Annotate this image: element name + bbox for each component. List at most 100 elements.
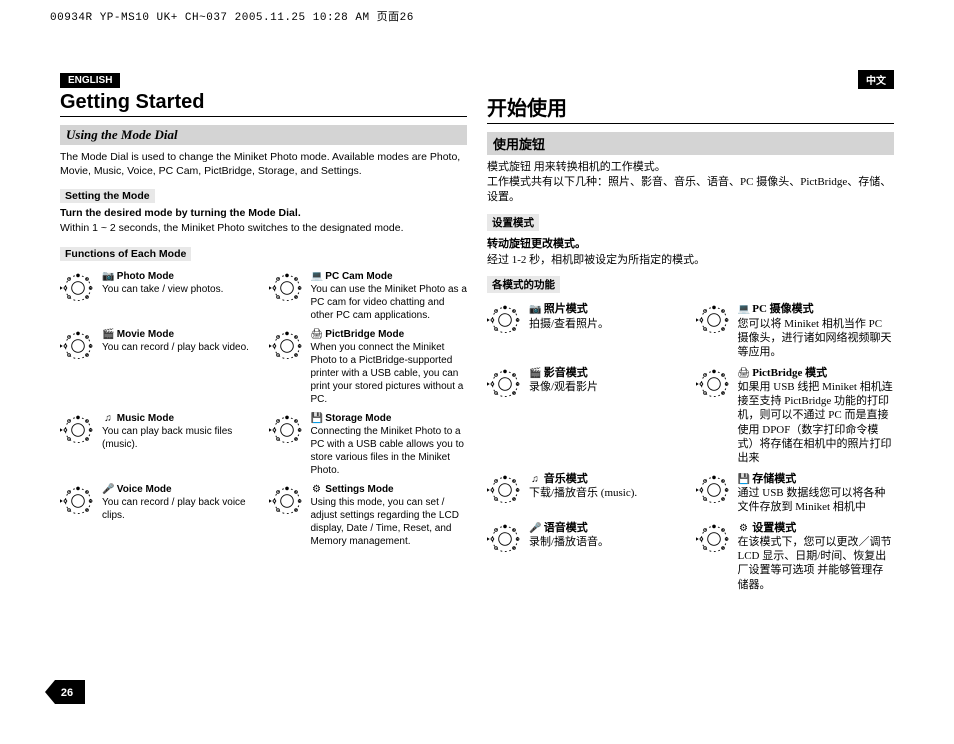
section-header-cn: 使用旋钮: [487, 132, 894, 155]
mode-item: 📷 Photo Mode You can take / view photos.: [60, 270, 259, 322]
mode-text: 📷 Photo Mode You can take / view photos.: [102, 270, 259, 296]
mode-dial-icon: [696, 472, 732, 513]
intro-en: The Mode Dial is used to change the Mini…: [60, 150, 467, 178]
mode-dial-icon: [269, 412, 305, 453]
mode-name: Storage Mode: [325, 413, 391, 424]
subheader-setting-en: Setting the Mode: [60, 189, 155, 203]
mode-glyph-icon: ♫: [102, 412, 114, 425]
mode-desc: You can record / play back voice clips.: [102, 497, 246, 521]
mode-desc: You can record / play back video.: [102, 342, 249, 353]
mode-item: ♫ Music ModeYou can play back music file…: [60, 412, 259, 477]
mode-desc: 拍摄/查看照片。: [529, 318, 609, 330]
mode-text: 💾 存储模式通过 USB 数据线您可以将各种文件存放到 Miniket 相机中: [738, 472, 895, 515]
mode-dial-icon: [60, 483, 96, 524]
mode-desc: 在该模式下，您可以更改／调节 LCD 显示、日期/时间、恢复出厂设置等可选项 并…: [738, 536, 892, 591]
mode-item: 🖨 PictBridge 模式如果用 USB 线把 Miniket 相机连接至支…: [696, 366, 895, 466]
intro-cn: 模式旋钮 用来转换相机的工作模式。 工作模式共有以下几种：照片、影音、音乐、语音…: [487, 160, 894, 205]
mode-name: 存储模式: [752, 473, 796, 485]
mode-text: 🖨 PictBridge 模式如果用 USB 线把 Miniket 相机连接至支…: [738, 366, 895, 466]
mode-glyph-icon: 📷: [102, 270, 114, 283]
lang-tag-cn: 中文: [858, 70, 894, 89]
mode-dial-icon: [60, 270, 96, 311]
lang-tag-en: ENGLISH: [60, 73, 120, 88]
modes-grid-en: 📷 Photo Mode You can take / view photos. 💻…: [60, 270, 467, 548]
mode-dial-icon: [269, 483, 305, 524]
mode-name: 照片模式: [544, 303, 588, 315]
mode-item: ⚙ 设置模式在该模式下，您可以更改／调节 LCD 显示、日期/时间、恢复出厂设置…: [696, 521, 895, 592]
mode-item: 🎬 影音模式录像/观看影片: [487, 366, 686, 466]
mode-desc: When you connect the Miniket Photo to a …: [311, 342, 464, 405]
mode-glyph-icon: ♫: [529, 473, 541, 486]
mode-text: 📷 照片模式拍摄/查看照片。: [529, 302, 686, 331]
mode-glyph-icon: 🎤: [529, 522, 541, 535]
bold-instruction-en: Turn the desired mode by turning the Mod…: [60, 207, 467, 219]
subheader-setting-cn: 设置模式: [487, 214, 539, 231]
subheader-functions-en: Functions of Each Mode: [60, 247, 191, 261]
mode-text: 🎬 影音模式录像/观看影片: [529, 366, 686, 395]
mode-dial-icon: [487, 302, 523, 343]
mode-name: PC 摄像模式: [752, 303, 813, 315]
mode-item: 🖨 PictBridge Mode When you connect the Mi…: [269, 328, 468, 406]
mode-glyph-icon: ⚙: [311, 483, 323, 496]
mode-name: Photo Mode: [117, 271, 174, 282]
mode-name: PC Cam Mode: [325, 271, 392, 282]
chinese-column: 中文 开始使用 使用旋钮 模式旋钮 用来转换相机的工作模式。 工作模式共有以下几…: [487, 70, 894, 714]
mode-item: 💾 Storage Mode Connecting the Miniket Pho…: [269, 412, 468, 477]
mode-name: PictBridge 模式: [752, 367, 827, 379]
modes-grid-cn: 📷 照片模式拍摄/查看照片。 💻 PC 摄像模式您可以将 Miniket 相机当作…: [487, 302, 894, 592]
title-cn: 开始使用: [487, 92, 894, 124]
mode-glyph-icon: 📷: [529, 303, 541, 316]
body-text-cn: 经过 1-2 秒，相机即被设定为所指定的模式。: [487, 253, 894, 268]
mode-desc: 下载/播放音乐 (music).: [529, 487, 637, 499]
mode-name: 影音模式: [544, 367, 588, 379]
mode-desc: 如果用 USB 线把 Miniket 相机连接至支持 PictBridge 功能…: [738, 381, 893, 464]
mode-dial-icon: [269, 270, 305, 311]
mode-name: Music Mode: [117, 413, 174, 424]
mode-desc: Using this mode, you can set / adjust se…: [311, 497, 459, 547]
mode-glyph-icon: 🎤: [102, 483, 114, 496]
mode-dial-icon: [60, 328, 96, 369]
mode-dial-icon: [487, 521, 523, 562]
mode-dial-icon: [269, 328, 305, 369]
mode-name: Voice Mode: [117, 484, 172, 495]
mode-item: ♫ 音乐模式下载/播放音乐 (music).: [487, 472, 686, 515]
mode-dial-icon: [696, 521, 732, 562]
mode-glyph-icon: 💾: [311, 412, 323, 425]
mode-text: 🎬 Movie ModeYou can record / play back v…: [102, 328, 259, 354]
mode-text: ♫ 音乐模式下载/播放音乐 (music).: [529, 472, 686, 501]
mode-item: 🎤 语音模式录制/播放语音。: [487, 521, 686, 592]
mode-desc: 您可以将 Miniket 相机当作 PC 摄像头，进行诸如网络视频聊天等应用。: [738, 318, 892, 359]
subheader-functions-cn: 各模式的功能: [487, 276, 560, 293]
mode-glyph-icon: 💾: [738, 473, 750, 486]
body-text-en: Within 1 ~ 2 seconds, the Miniket Photo …: [60, 221, 467, 235]
mode-dial-icon: [487, 472, 523, 513]
mode-text: 💻 PC Cam Mode You can use the Miniket Pho…: [311, 270, 468, 322]
mode-desc: Connecting the Miniket Photo to a PC wit…: [311, 426, 464, 476]
svg-text:26: 26: [61, 687, 73, 699]
mode-text: 🎤 语音模式录制/播放语音。: [529, 521, 686, 550]
mode-item: ⚙ Settings Mode Using this mode, you can …: [269, 483, 468, 548]
mode-dial-icon: [60, 412, 96, 453]
mode-desc: You can take / view photos.: [102, 284, 223, 295]
mode-dial-icon: [696, 366, 732, 407]
header-code: 00934R YP-MS10 UK+ CH~037 2005.11.25 10:…: [50, 8, 414, 24]
mode-text: ⚙ Settings Mode Using this mode, you can …: [311, 483, 468, 548]
mode-glyph-icon: 💻: [738, 303, 750, 316]
mode-name: PictBridge Mode: [325, 329, 404, 340]
mode-desc: 录像/观看影片: [529, 381, 598, 393]
mode-glyph-icon: 💻: [311, 270, 323, 283]
mode-name: 音乐模式: [544, 473, 588, 485]
mode-item: 🎤 Voice Mode You can record / play back v…: [60, 483, 259, 548]
mode-name: Settings Mode: [325, 484, 393, 495]
title-en: Getting Started: [60, 91, 467, 117]
english-column: ENGLISH Getting Started Using the Mode D…: [60, 70, 467, 714]
mode-desc: 录制/播放语音。: [529, 536, 609, 548]
mode-item: 💻 PC 摄像模式您可以将 Miniket 相机当作 PC 摄像头，进行诸如网络…: [696, 302, 895, 359]
mode-text: 🎤 Voice Mode You can record / play back v…: [102, 483, 259, 522]
mode-text: 🖨 PictBridge Mode When you connect the Mi…: [311, 328, 468, 406]
mode-desc: You can use the Miniket Photo as a PC ca…: [311, 284, 467, 321]
mode-name: 语音模式: [544, 522, 588, 534]
mode-name: Movie Mode: [117, 329, 174, 340]
mode-glyph-icon: 🖨: [311, 328, 323, 341]
mode-text: ⚙ 设置模式在该模式下，您可以更改／调节 LCD 显示、日期/时间、恢复出厂设置…: [738, 521, 895, 592]
